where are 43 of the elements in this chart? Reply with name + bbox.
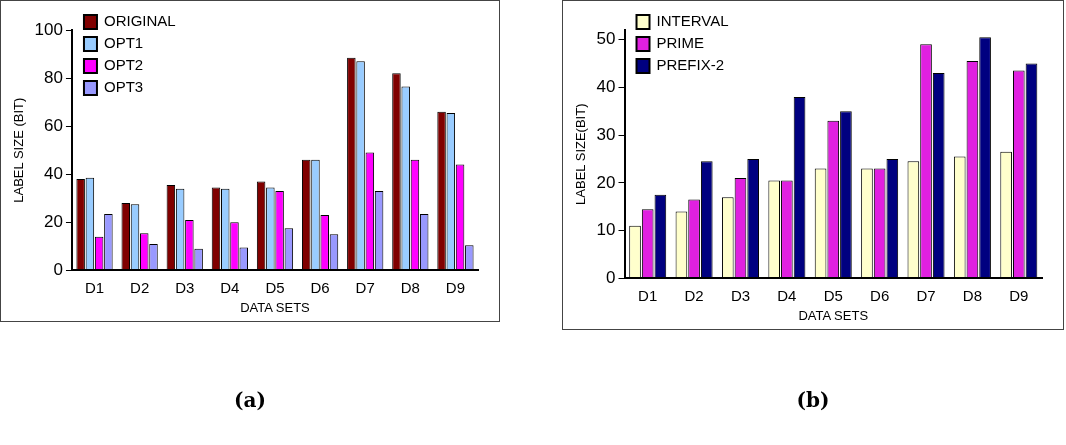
y-tick-label: 100: [34, 19, 63, 39]
y-tick-label: 0: [606, 268, 616, 288]
y-tick-label: 20: [44, 212, 63, 232]
x-tick-label: D6: [870, 286, 890, 304]
x-tick-label: D5: [265, 278, 285, 296]
x-tick-label: D7: [916, 286, 936, 304]
y-tick-label: 30: [596, 124, 616, 144]
x-tick-label: D4: [777, 286, 797, 304]
legend-label: ORIGINAL: [103, 12, 176, 30]
y-tick-label: 0: [53, 260, 63, 280]
x-tick-label: D9: [1009, 286, 1029, 304]
text: (b): [795, 388, 831, 412]
x-tick-label: D8: [962, 286, 983, 304]
y-tick-label: 40: [44, 163, 63, 183]
x-tick-label: D9: [445, 278, 466, 296]
y-tick-label: 60: [44, 115, 63, 135]
x-tick-label: D4: [220, 278, 240, 296]
x-tick-label: D3: [175, 278, 195, 296]
legend-label: PREFIX-2: [656, 56, 725, 74]
y-axis-title: LABEL SIZE(BIT): [573, 103, 589, 205]
legend-label: OPT2: [103, 56, 144, 74]
x-tick-label: D6: [310, 278, 330, 296]
y-tick-label: 80: [44, 67, 63, 87]
x-tick-label: D2: [684, 286, 704, 304]
x-axis-title: DATA SETS: [240, 299, 311, 315]
y-tick-label: 20: [596, 172, 616, 192]
legend-label: OPT1: [103, 34, 144, 52]
y-axis-title: LABEL SIZE (BIT): [11, 97, 27, 203]
x-tick-label: D1: [84, 278, 105, 296]
x-axis-title: DATA SETS: [798, 307, 869, 323]
x-tick-label: D2: [130, 278, 150, 296]
y-tick-label: 10: [596, 220, 616, 240]
x-tick-label: D8: [400, 278, 420, 296]
x-tick-label: D3: [730, 286, 751, 304]
x-tick-label: D5: [823, 286, 843, 304]
x-tick-label: D1: [638, 286, 658, 304]
text: (a): [233, 388, 267, 412]
legend-label: PRIME: [656, 34, 705, 52]
y-tick-label: 50: [596, 29, 616, 49]
legend-label: INTERVAL: [656, 12, 729, 30]
y-tick-label: 40: [596, 77, 616, 97]
x-tick-label: D7: [355, 278, 375, 296]
legend-label: OPT3: [103, 78, 144, 96]
